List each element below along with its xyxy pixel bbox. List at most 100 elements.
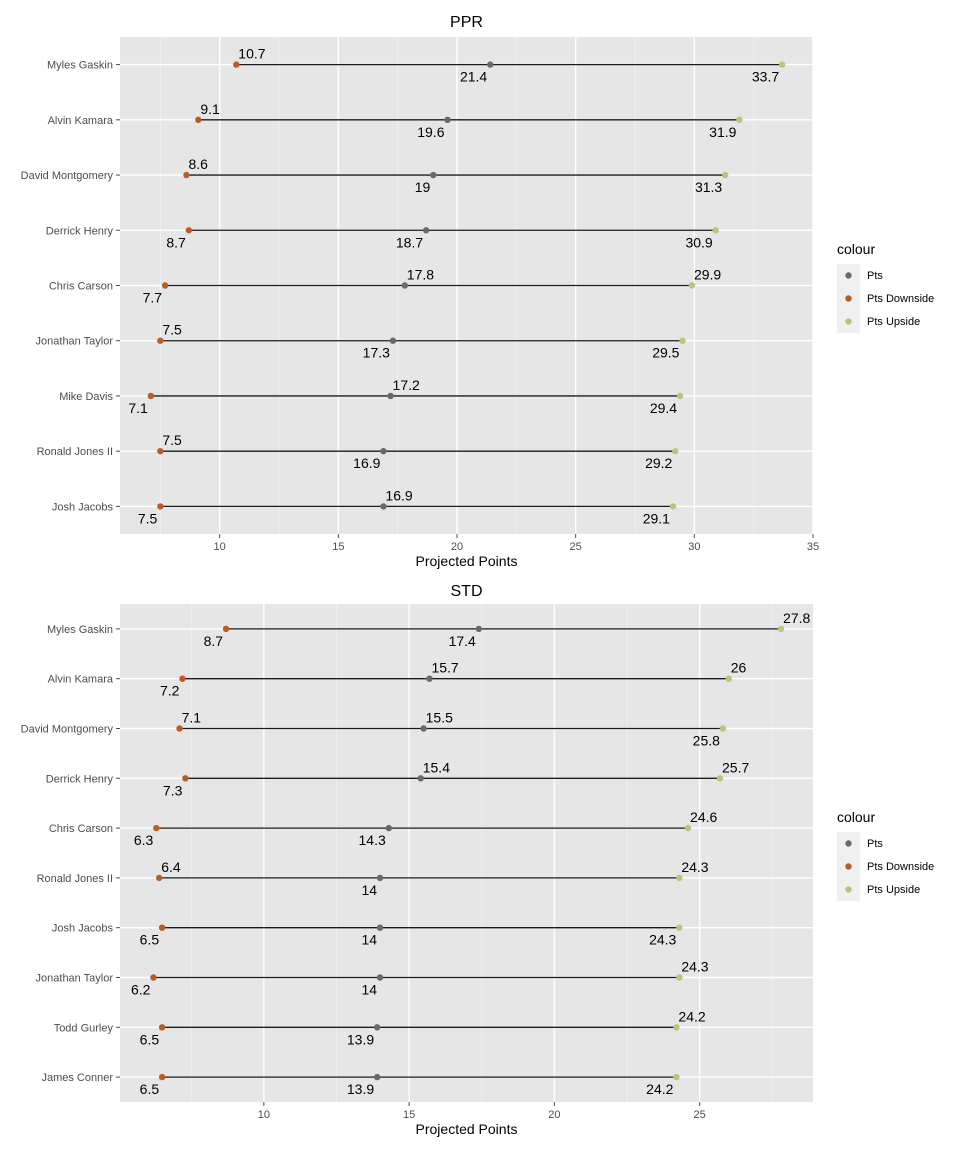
legend-label: Pts xyxy=(867,270,883,282)
downside-label: 6.3 xyxy=(134,832,154,848)
downside-label: 7.5 xyxy=(138,510,158,526)
x-axis-label: Projected Points xyxy=(416,1121,518,1137)
legend-swatch xyxy=(845,272,852,279)
pts-point xyxy=(389,337,397,344)
pts-point xyxy=(373,1073,381,1081)
player-row: 7.3 15.4 25.7 xyxy=(163,759,750,798)
upside-point xyxy=(719,725,727,732)
player-row: 7.7 17.8 29.9 xyxy=(143,267,722,306)
downside-point xyxy=(179,675,186,682)
pts-point xyxy=(487,61,494,68)
downside-label: 8.7 xyxy=(204,633,224,649)
upside-point xyxy=(676,924,683,931)
downside-point xyxy=(157,447,164,455)
legend: colour Pts Pts Downside Pts Upside xyxy=(837,241,934,333)
upside-label: 24.3 xyxy=(681,959,708,975)
pts-label: 19.6 xyxy=(417,124,444,140)
downside-point xyxy=(157,337,164,344)
downside-label: 7.3 xyxy=(163,782,183,798)
upside-label: 26 xyxy=(731,660,747,676)
y-tick-label: Todd Gurley xyxy=(54,1022,114,1034)
player-row: 6.5 14 24.3 xyxy=(140,924,683,948)
player-row: 6.3 14.3 24.6 xyxy=(134,809,718,848)
upside-point xyxy=(721,171,729,179)
pts-label: 17.4 xyxy=(449,633,476,649)
pts-point xyxy=(444,116,451,124)
chart-title: PPR xyxy=(450,14,483,31)
x-axis-label: Projected Points xyxy=(416,553,518,569)
pts-label: 18.7 xyxy=(396,234,423,250)
downside-label: 6.5 xyxy=(140,1031,160,1047)
x-tick-label: 35 xyxy=(807,541,819,553)
downside-label: 7.5 xyxy=(162,322,182,338)
upside-label: 29.2 xyxy=(645,455,672,471)
pts-label: 17.3 xyxy=(363,345,390,361)
legend-swatch xyxy=(845,886,852,893)
upside-point xyxy=(672,447,679,455)
pts-point xyxy=(422,227,430,234)
legend-item: Pts Downside xyxy=(837,855,934,878)
legend-label: Pts xyxy=(867,838,883,850)
legend-label: Pts Upside xyxy=(867,884,920,896)
legend-item: Pts Downside xyxy=(837,287,934,310)
upside-label: 31.9 xyxy=(709,124,736,140)
legend-label: Pts Downside xyxy=(867,293,934,305)
pts-point xyxy=(373,1024,381,1031)
upside-point xyxy=(778,61,786,68)
x-tick-label: 15 xyxy=(332,541,344,553)
player-row: 10.7 21.4 33.7 xyxy=(233,46,786,85)
upside-point xyxy=(669,503,677,510)
legend-title: colour xyxy=(837,241,875,257)
chart-title: STD xyxy=(451,583,483,600)
upside-label: 24.6 xyxy=(690,809,717,825)
pts-label: 16.9 xyxy=(385,487,412,503)
downside-label: 7.5 xyxy=(162,432,182,448)
pts-label: 17.8 xyxy=(407,267,434,283)
player-row: 9.1 19.6 31.9 xyxy=(195,101,743,140)
pts-label: 15.4 xyxy=(423,759,450,775)
downside-label: 7.7 xyxy=(143,290,163,306)
upside-label: 25.7 xyxy=(722,759,749,775)
upside-label: 27.8 xyxy=(783,610,810,626)
upside-point xyxy=(736,116,743,124)
pts-point xyxy=(420,725,427,732)
legend-swatch xyxy=(845,863,852,870)
pts-label: 21.4 xyxy=(460,69,487,85)
upside-label: 29.4 xyxy=(650,400,677,416)
upside-label: 29.9 xyxy=(694,267,721,283)
y-tick-label: Alvin Kamara xyxy=(48,674,114,686)
player-row: 7.5 16.9 29.1 xyxy=(138,487,677,526)
y-tick-label: Myles Gaskin xyxy=(47,60,113,72)
player-row: 8.7 17.4 27.8 xyxy=(204,610,811,649)
x-tick-label: 15 xyxy=(403,1109,415,1121)
pts-label: 13.9 xyxy=(347,1031,374,1047)
pts-label: 19 xyxy=(415,179,431,195)
x-tick-label: 20 xyxy=(451,541,463,553)
y-tick-label: Derrick Henry xyxy=(46,225,114,237)
upside-point xyxy=(676,874,683,882)
y-tick-label: Chris Carson xyxy=(49,281,113,293)
pts-point xyxy=(385,824,392,832)
upside-point xyxy=(725,675,732,682)
downside-point xyxy=(176,725,183,732)
y-tick-label: James Conner xyxy=(41,1072,113,1084)
y-tick-label: Myles Gaskin xyxy=(47,624,113,636)
downside-point xyxy=(158,1073,166,1081)
plot-background xyxy=(120,604,813,1102)
legend-item: Pts xyxy=(837,264,883,287)
pts-point xyxy=(430,171,437,179)
player-row: 7.2 15.7 26 xyxy=(160,660,747,699)
chart-panel-ppr: PPR Myles Gaskin Alvin Kamara David Montgom… xyxy=(21,14,935,569)
downside-label: 6.5 xyxy=(140,932,160,948)
downside-point xyxy=(147,392,155,400)
downside-label: 7.1 xyxy=(182,710,202,726)
x-tick-label: 30 xyxy=(688,541,700,553)
legend-label: Pts Downside xyxy=(867,861,934,873)
upside-label: 33.7 xyxy=(752,69,779,85)
pts-label: 13.9 xyxy=(347,1081,374,1097)
downside-label: 7.1 xyxy=(128,400,148,416)
player-row: 6.5 13.9 24.2 xyxy=(140,1008,706,1047)
legend-item: Pts xyxy=(837,832,883,855)
y-tick-label: Derrick Henry xyxy=(46,773,114,785)
player-row: 7.1 17.2 29.4 xyxy=(128,377,684,416)
